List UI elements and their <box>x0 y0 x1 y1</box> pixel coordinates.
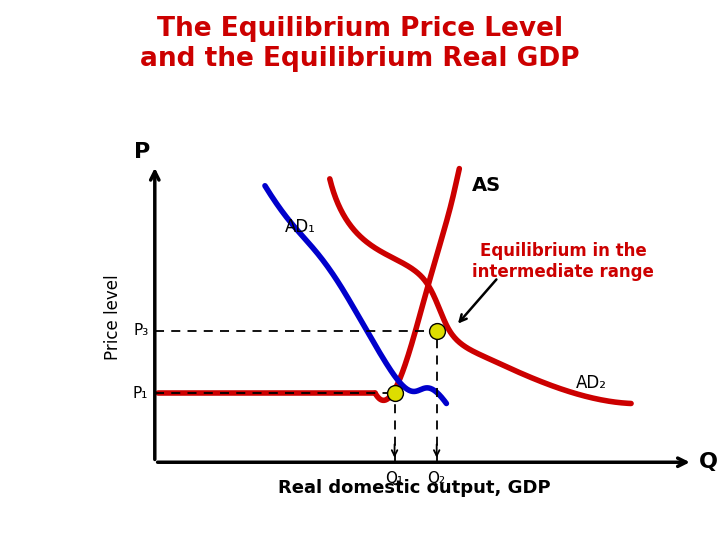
Text: Real domestic output, GDP: Real domestic output, GDP <box>278 479 550 497</box>
Text: AD₁: AD₁ <box>284 218 315 236</box>
Text: The Equilibrium Price Level
and the Equilibrium Real GDP: The Equilibrium Price Level and the Equi… <box>140 16 580 72</box>
Text: Price level: Price level <box>104 274 122 360</box>
Text: Equilibrium in the
intermediate range: Equilibrium in the intermediate range <box>472 242 654 281</box>
Text: AS: AS <box>472 176 501 195</box>
Text: AD₂: AD₂ <box>576 374 607 391</box>
Point <box>389 389 400 397</box>
Text: Q: Q <box>699 452 718 472</box>
Text: Q₂: Q₂ <box>428 471 446 486</box>
Text: P: P <box>134 141 150 161</box>
Point <box>431 327 442 335</box>
Text: P₁: P₁ <box>133 386 148 401</box>
Text: P₃: P₃ <box>133 323 148 339</box>
Text: Q₁: Q₁ <box>385 471 404 486</box>
